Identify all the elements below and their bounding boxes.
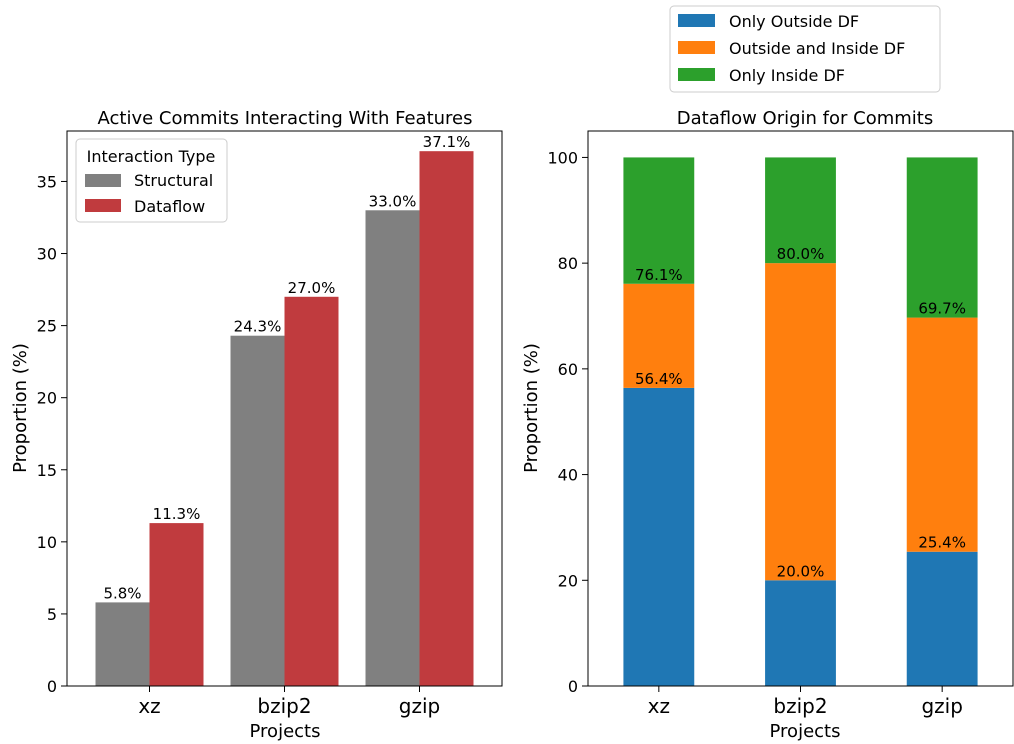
chart2-cumulative-label-2-xz: 76.1% <box>635 266 683 284</box>
chart2-xtick-label-gzip: gzip <box>921 694 962 718</box>
chart2-cumulative-label-2-bzip2: 80.0% <box>777 245 825 263</box>
chart2-legend-label-only-outside: Only Outside DF <box>729 12 859 31</box>
chart2-bar-only-outside-df-bzip2 <box>765 580 836 686</box>
chart2-ytick-label: 60 <box>558 360 578 379</box>
chart1-value-label-structural-xz: 5.8% <box>103 584 141 602</box>
chart2-cumulative-label-2-gzip: 69.7% <box>918 300 966 318</box>
chart1-ytick-label: 35 <box>37 172 57 191</box>
chart1-bar-dataflow-gzip <box>419 151 474 686</box>
chart2-y-axis-label: Proportion (%) <box>521 343 542 473</box>
chart2-legend-swatch-only-inside <box>678 68 715 81</box>
chart2-x-axis-label: Projects <box>770 721 841 742</box>
chart2-bar-only-outside-df-gzip <box>906 551 978 686</box>
chart1-ytick-label: 15 <box>37 461 57 480</box>
chart1-bar-dataflow-xz <box>149 523 204 686</box>
chart1-bar-structural-xz <box>95 602 150 686</box>
chart2-legend-label-only-inside: Only Inside DF <box>729 66 845 85</box>
chart1-xtick-label-xz: xz <box>138 694 160 718</box>
chart1-legend-label-structural: Structural <box>134 171 213 190</box>
chart2-cumulative-label-1-gzip: 25.4% <box>918 534 966 552</box>
chart2-legend: Only Outside DF Outside and Inside DF On… <box>669 5 941 93</box>
chart1-x-ticks: xz bzip2 gzip <box>138 686 440 718</box>
chart2-bar-outside-and-inside-df-xz <box>623 283 695 388</box>
chart1-legend-title: Interaction Type <box>87 147 216 166</box>
chart1-bar-structural-bzip2 <box>230 335 285 686</box>
chart2-ytick-label: 20 <box>558 571 578 590</box>
chart1-value-label-dataflow-bzip2: 27.0% <box>288 279 336 297</box>
chart1-value-label-structural-bzip2: 24.3% <box>234 318 282 336</box>
chart2-bar-outside-and-inside-df-gzip <box>906 317 978 552</box>
chart2-bar-outside-and-inside-df-bzip2 <box>765 263 836 581</box>
chart1-ytick-label: 0 <box>47 677 57 696</box>
chart1-value-labels: 5.8% 11.3% 24.3% 27.0% 33.0% 37.1% <box>103 133 470 602</box>
chart1-xtick-label-gzip: gzip <box>399 694 440 718</box>
chart2-legend-label-outside-inside: Outside and Inside DF <box>729 39 905 58</box>
chart1-value-label-dataflow-xz: 11.3% <box>153 505 201 523</box>
chart2-value-labels: 56.4% 76.1% 20.0% 80.0% 25.4% 69.7% <box>635 245 966 580</box>
chart1-x-axis-label: Projects <box>250 721 321 742</box>
chart2-legend-box <box>669 5 941 93</box>
chart2-cumulative-label-1-bzip2: 20.0% <box>777 562 825 580</box>
chart2-title: Dataflow Origin for Commits <box>677 108 933 129</box>
chart2-bar-only-inside-df-gzip <box>906 157 978 318</box>
chart1-value-label-structural-gzip: 33.0% <box>369 192 417 210</box>
chart1-ytick-label: 25 <box>37 317 57 336</box>
chart1-legend-label-dataflow: Dataflow <box>134 197 205 216</box>
chart-dataflow-origin: Dataflow Origin for Commits 56.4% 76.1% 20… <box>521 5 1014 742</box>
chart-active-commits: Active Commits Interacting With Features… <box>10 108 503 742</box>
chart1-ytick-label: 10 <box>37 533 57 552</box>
chart2-ytick-label: 80 <box>558 254 578 273</box>
chart2-y-ticks: 0 20 40 60 80 100 <box>547 148 588 696</box>
chart1-legend-swatch-dataflow <box>85 199 121 212</box>
chart2-bar-only-inside-df-bzip2 <box>765 157 836 264</box>
chart2-xtick-label-bzip2: bzip2 <box>773 694 827 718</box>
chart2-x-ticks: xz bzip2 gzip <box>648 686 963 718</box>
chart1-ytick-label: 30 <box>37 245 57 264</box>
chart1-y-ticks: 0 5 10 15 20 25 30 35 <box>37 172 67 696</box>
chart2-cumulative-label-1-xz: 56.4% <box>635 370 683 388</box>
chart1-bar-structural-gzip <box>365 210 420 687</box>
chart1-bar-dataflow-bzip2 <box>284 296 339 686</box>
chart2-ytick-label: 40 <box>558 466 578 485</box>
chart1-y-axis-label: Proportion (%) <box>10 343 31 473</box>
chart1-xtick-label-bzip2: bzip2 <box>257 694 311 718</box>
chart2-legend-swatch-only-outside <box>678 14 715 27</box>
chart1-ytick-label: 20 <box>37 389 57 408</box>
chart1-value-label-dataflow-gzip: 37.1% <box>423 133 471 151</box>
chart2-bars <box>623 157 978 686</box>
chart2-bar-only-outside-df-xz <box>623 387 695 686</box>
chart2-legend-swatch-outside-inside <box>678 41 715 54</box>
chart2-ytick-label: 0 <box>568 677 578 696</box>
chart2-xtick-label-xz: xz <box>648 694 670 718</box>
chart1-title: Active Commits Interacting With Features <box>98 108 473 129</box>
chart1-legend-swatch-structural <box>85 174 121 187</box>
chart1-bars <box>95 151 474 687</box>
chart2-bar-only-inside-df-xz <box>623 157 695 284</box>
chart2-ytick-label: 100 <box>547 148 578 167</box>
chart1-ytick-label: 5 <box>47 605 57 624</box>
chart1-legend: Interaction Type Structural Dataflow <box>75 138 228 223</box>
